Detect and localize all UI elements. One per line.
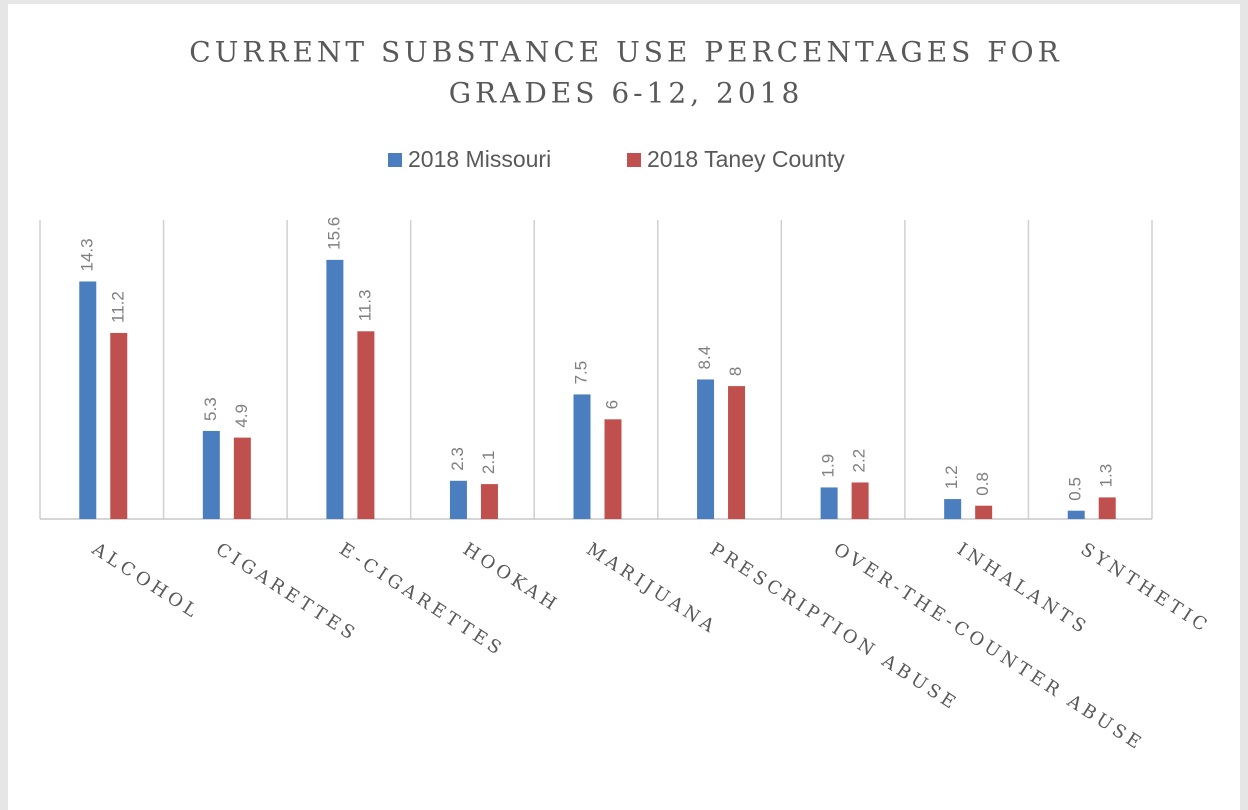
chart-title: CURRENT SUBSTANCE USE PERCENTAGES FOR xyxy=(189,36,1062,69)
bar xyxy=(202,430,220,519)
data-label: 2.2 xyxy=(850,449,869,473)
data-label: 8.4 xyxy=(695,346,714,370)
data-label: 0.5 xyxy=(1066,477,1085,501)
data-label: 6 xyxy=(602,400,621,409)
bar xyxy=(1098,497,1116,519)
bar xyxy=(697,379,715,519)
data-label: 4.9 xyxy=(232,404,251,428)
data-label: 15.6 xyxy=(324,217,343,250)
bar xyxy=(326,259,344,519)
chart-background xyxy=(8,4,1240,810)
legend-label: 2018 Missouri xyxy=(408,146,551,172)
data-label: 11.2 xyxy=(108,291,127,323)
bar xyxy=(357,331,375,519)
bar xyxy=(944,499,962,519)
bar xyxy=(851,482,869,519)
bar xyxy=(110,332,128,519)
data-label: 5.3 xyxy=(201,397,220,421)
data-label: 7.5 xyxy=(571,361,590,385)
data-label: 8 xyxy=(726,367,745,376)
bar xyxy=(573,394,591,519)
data-label: 1.9 xyxy=(819,454,838,478)
data-label: 2.1 xyxy=(479,450,498,474)
data-label: 1.2 xyxy=(942,465,961,489)
legend-swatch xyxy=(627,153,641,167)
data-label: 1.3 xyxy=(1097,464,1116,488)
data-label: 11.3 xyxy=(355,289,374,321)
bar xyxy=(449,480,467,519)
bar xyxy=(233,437,251,519)
legend-label: 2018 Taney County xyxy=(647,146,845,172)
data-label: 14.3 xyxy=(77,238,96,271)
bar xyxy=(480,484,498,519)
legend-swatch xyxy=(388,153,402,167)
data-label: 2.3 xyxy=(448,447,467,471)
bar xyxy=(79,281,97,519)
bar xyxy=(1067,510,1085,519)
bar xyxy=(975,505,993,519)
bar xyxy=(604,419,622,519)
bar xyxy=(728,386,746,519)
bar xyxy=(820,487,838,519)
chart-title: GRADES 6-12, 2018 xyxy=(449,77,804,110)
data-label: 0.8 xyxy=(973,472,992,496)
